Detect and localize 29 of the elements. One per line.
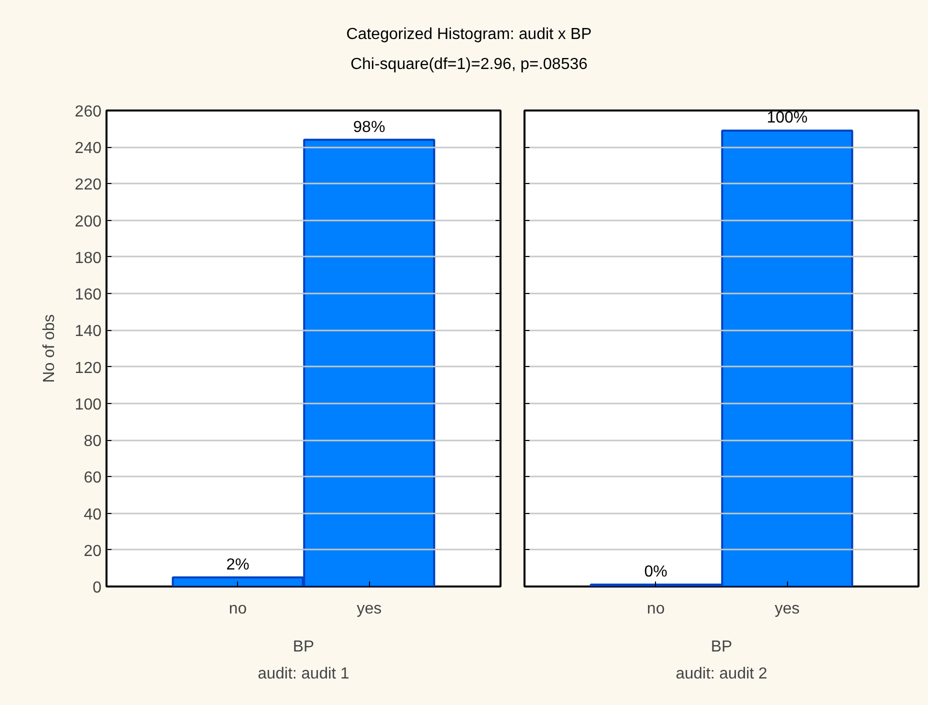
annotation: 0% xyxy=(644,564,668,581)
y-tick-label: 200 xyxy=(74,213,102,230)
y-tick-label: 220 xyxy=(74,176,102,194)
text: audit: audit 1 xyxy=(258,666,350,682)
y-tick-label: 20 xyxy=(84,542,102,560)
annotation: 98% xyxy=(353,118,386,136)
y-tick-label: 100 xyxy=(74,396,102,414)
y-tick-label: 80 xyxy=(84,433,102,450)
y-axis-title: No of obs xyxy=(40,314,58,383)
y-tick-label: 40 xyxy=(84,506,102,524)
y-tick-label: 140 xyxy=(74,323,102,340)
x-tick-label: yes xyxy=(774,600,800,618)
x-tick-label: no xyxy=(646,600,665,618)
annotation: 100% xyxy=(766,110,808,127)
text: audit: audit 2 xyxy=(676,666,768,682)
x-axis-title: BP xyxy=(292,638,314,656)
chart-subtitle: Chi-square(df=1)=2.96, p=.08536 xyxy=(349,55,589,75)
annotation: 2% xyxy=(226,556,250,574)
x-tick-label: no xyxy=(228,600,247,618)
y-tick-label: 60 xyxy=(84,470,102,487)
y-tick-label: 160 xyxy=(74,286,102,304)
y-tick-label: 0 xyxy=(92,580,102,596)
y-tick-label: 180 xyxy=(74,250,102,267)
x-tick-label: yes xyxy=(356,600,382,618)
y-tick-label: 240 xyxy=(74,140,102,158)
y-tick-label: 260 xyxy=(74,104,102,120)
x-axis-title: BP xyxy=(710,638,732,656)
chart-title: Categorized Histogram: audit x BP xyxy=(345,25,593,45)
y-tick-label: 120 xyxy=(74,360,102,377)
